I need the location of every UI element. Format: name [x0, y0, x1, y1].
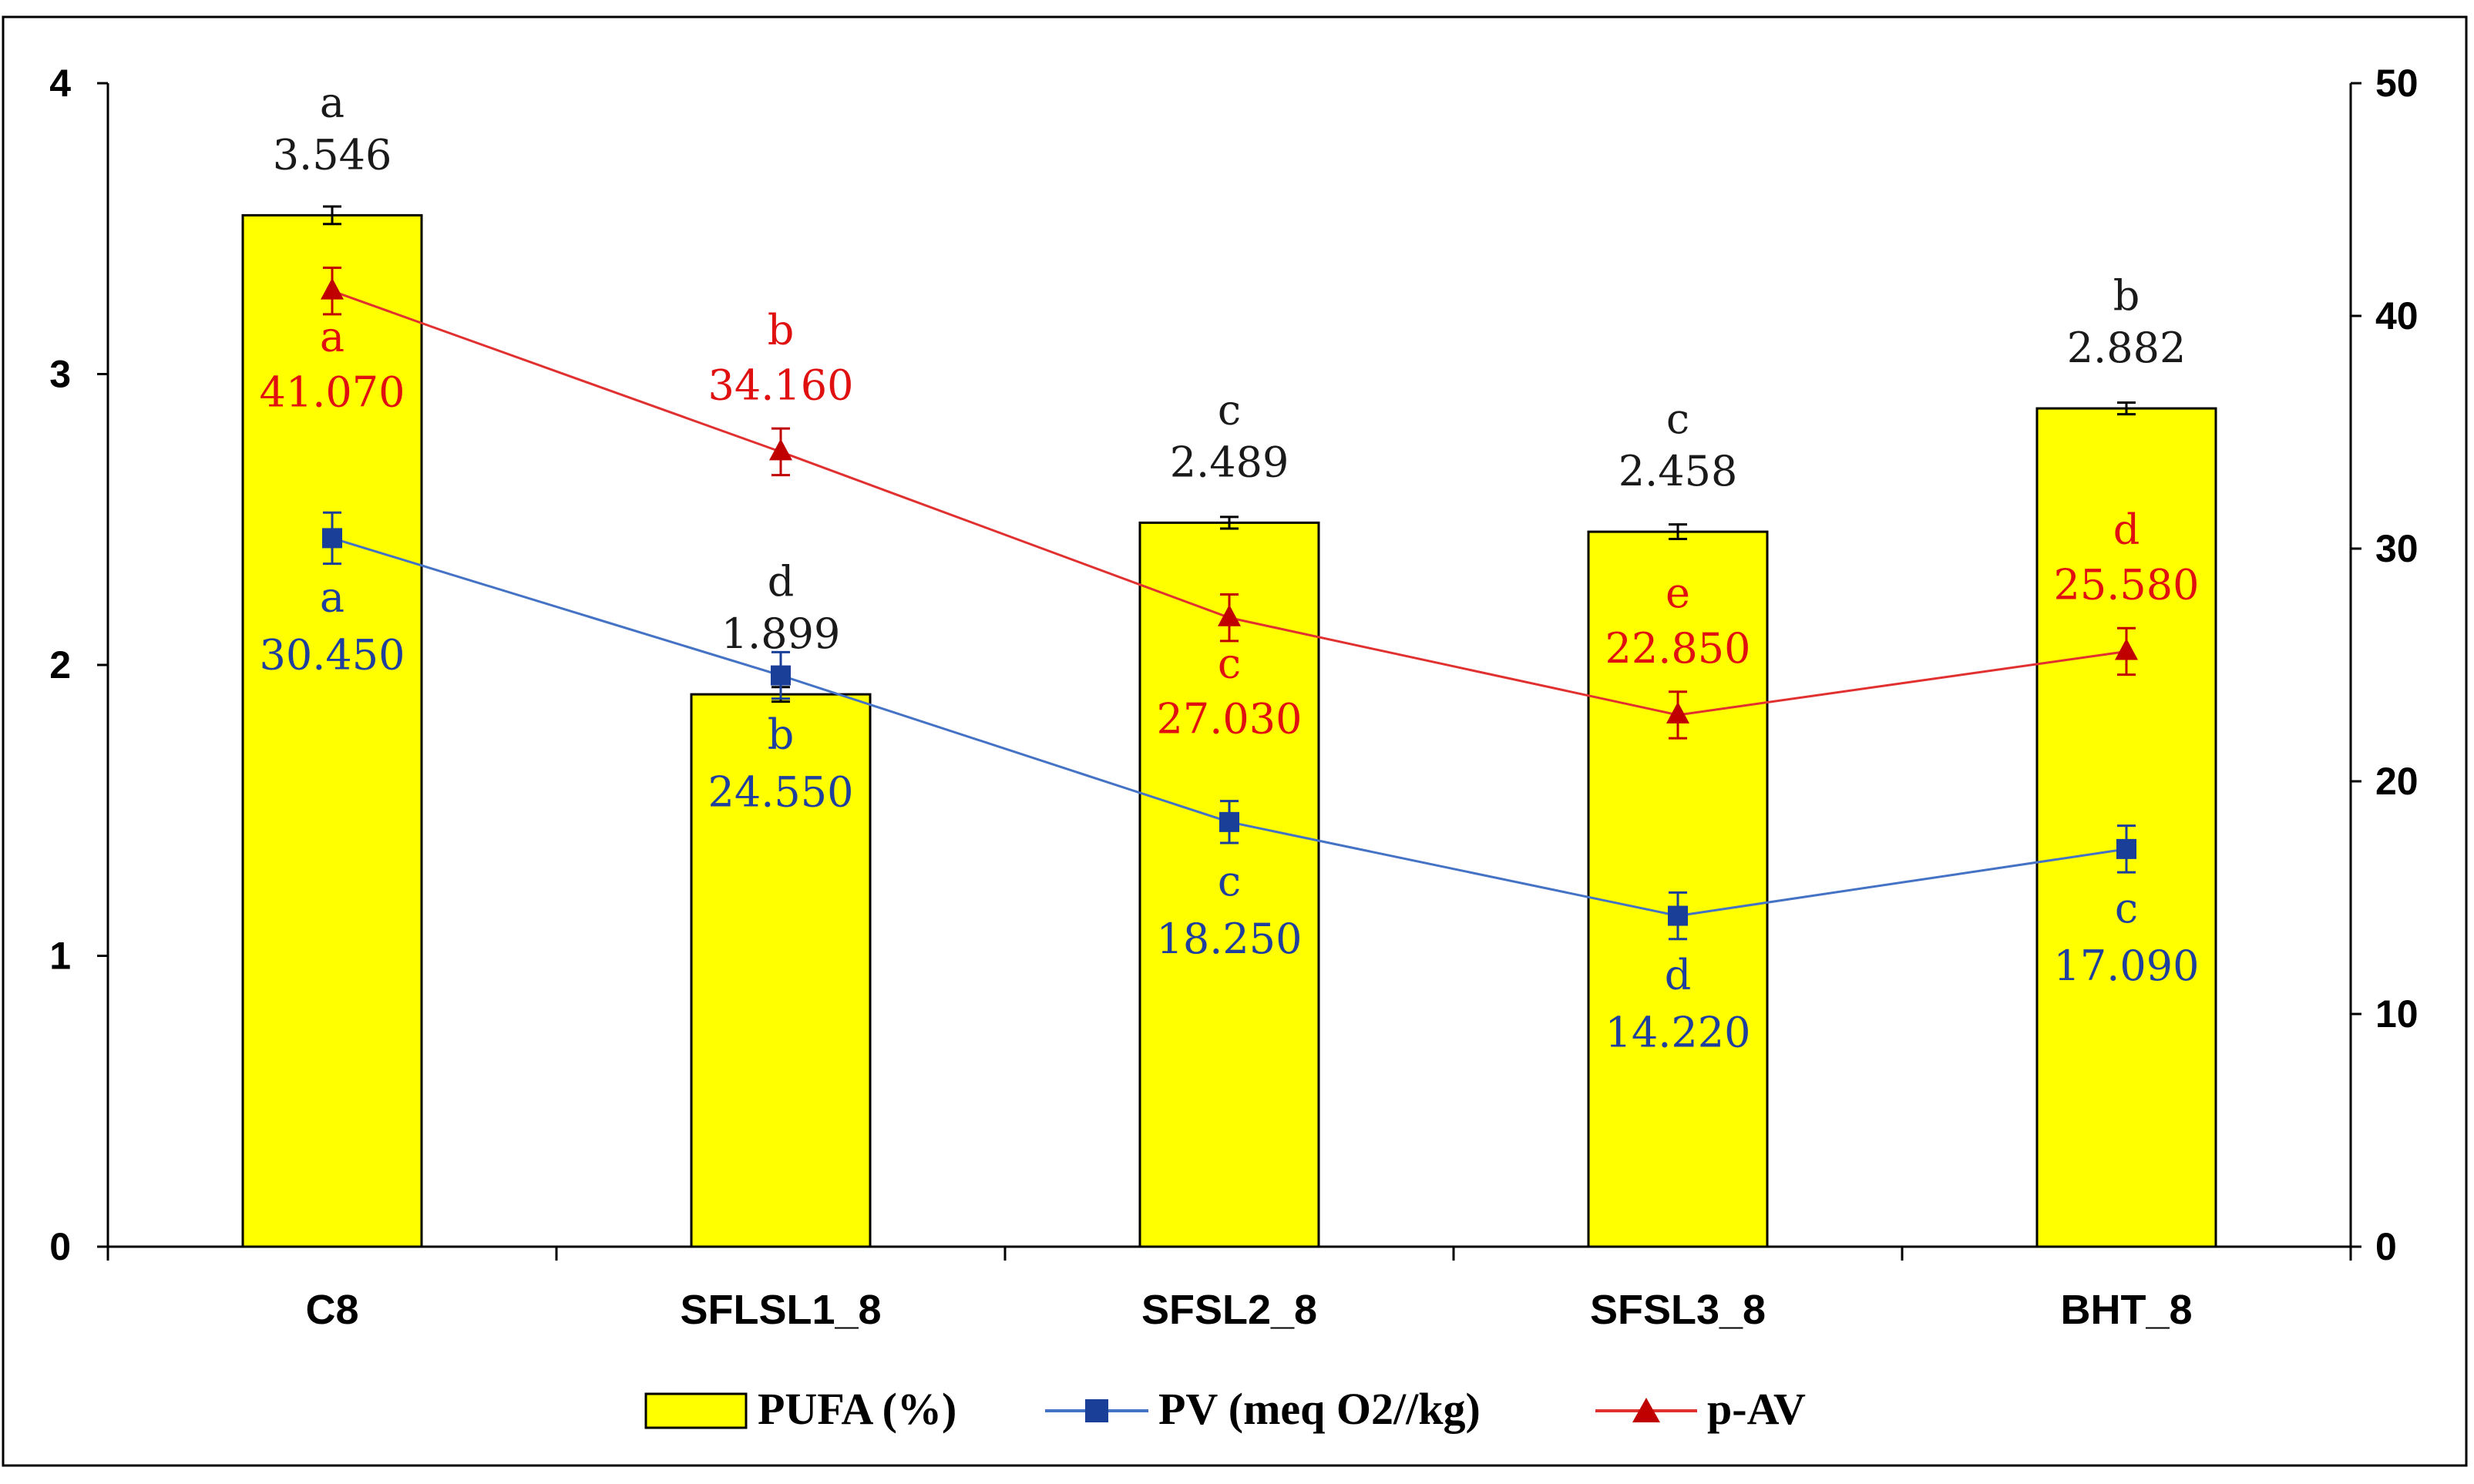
x-tick-label: SFLSL1_8: [680, 1287, 881, 1333]
x-tick-label: SFSL2_8: [1141, 1287, 1317, 1333]
x-tick-label: BHT_8: [2060, 1287, 2192, 1333]
legend-marker-pv: [1085, 1399, 1108, 1422]
right-y-tick-label: 10: [2375, 992, 2419, 1036]
bar-pufa: [1138, 521, 1320, 1248]
left-y-tick-label: 1: [49, 935, 71, 978]
point-pav: [1218, 604, 1241, 626]
legend: PUFA (%) PV (meq O2//kg) p-AV: [644, 1384, 1806, 1434]
data-label-pav: 27.030: [1157, 695, 1303, 744]
letter-label-pufa: a: [320, 78, 345, 126]
point-pv: [1668, 905, 1688, 926]
legend-swatch-pufa: [644, 1392, 748, 1429]
letter-label-pav: b: [768, 305, 795, 354]
letter-label-pav: d: [2113, 505, 2140, 553]
letter-label-pav: e: [1666, 569, 1690, 617]
legend-marker-pav: [1632, 1398, 1660, 1422]
data-label-pv: 14.220: [1605, 1009, 1751, 1057]
left-y-tick-label: 2: [49, 643, 71, 687]
point-pv: [1219, 811, 1239, 832]
point-pav: [769, 438, 792, 461]
data-label-pufa: 2.489: [1170, 438, 1289, 486]
bar-pufa: [241, 213, 423, 1248]
letter-label-pv: a: [320, 572, 345, 621]
letter-label-pufa: c: [1218, 385, 1241, 434]
right-y-tick-label: 50: [2375, 62, 2419, 105]
data-label-pav: 34.160: [708, 361, 854, 409]
right-y-tick-label: 30: [2375, 527, 2419, 570]
data-label-pv: 24.550: [708, 768, 854, 817]
right-y-tick-label: 0: [2375, 1225, 2397, 1268]
data-label-pv: 30.450: [260, 630, 405, 679]
point-pv: [322, 528, 342, 549]
data-label-pufa: 2.882: [2067, 324, 2187, 372]
data-label-pv: 17.090: [2054, 942, 2200, 990]
letter-label-pav: c: [1218, 640, 1241, 688]
data-label-pufa: 1.899: [721, 609, 841, 658]
data-label-pv: 18.250: [1157, 915, 1303, 963]
data-label-pufa: 3.546: [273, 130, 392, 179]
bar-pufa: [1587, 530, 1769, 1248]
lines-layer: [321, 266, 2138, 941]
right-y-tick-label: 40: [2375, 294, 2419, 337]
letter-label-pv: d: [1665, 951, 1692, 999]
letter-label-pv: c: [2115, 884, 2138, 932]
point-pv: [2116, 838, 2136, 859]
data-label-pav: 22.850: [1605, 624, 1751, 673]
point-pav: [321, 277, 344, 300]
data-label-pufa: 2.458: [1619, 447, 1738, 495]
point-pv: [771, 665, 791, 686]
point-pav: [1666, 701, 1689, 724]
letter-label-pufa: b: [2113, 271, 2140, 320]
letter-label-pv: b: [768, 710, 795, 759]
right-y-tick-label: 20: [2375, 760, 2419, 803]
legend-label-pufa: PUFA (%): [758, 1384, 956, 1434]
left-y-tick-label: 4: [49, 62, 71, 105]
point-pav: [2115, 638, 2138, 660]
letter-label-pv: c: [1218, 857, 1241, 905]
data-label-pav: 41.070: [260, 368, 405, 417]
left-y-tick-label: 3: [49, 353, 71, 396]
labels-layer: 3.546a1.899d2.489c2.458c2.882ba30.450b24…: [260, 78, 2200, 1056]
x-tick-label: SFSL3_8: [1590, 1287, 1766, 1333]
left-y-tick-label: 0: [49, 1225, 71, 1268]
letter-label-pufa: d: [768, 557, 795, 606]
legend-label-pav: p-AV: [1707, 1384, 1806, 1434]
legend-label-pv: PV (meq O2//kg): [1158, 1384, 1481, 1434]
letter-label-pufa: c: [1666, 395, 1689, 443]
x-tick-label: C8: [305, 1287, 358, 1333]
letter-label-pav: a: [320, 313, 345, 361]
data-label-pav: 25.580: [2054, 560, 2200, 609]
